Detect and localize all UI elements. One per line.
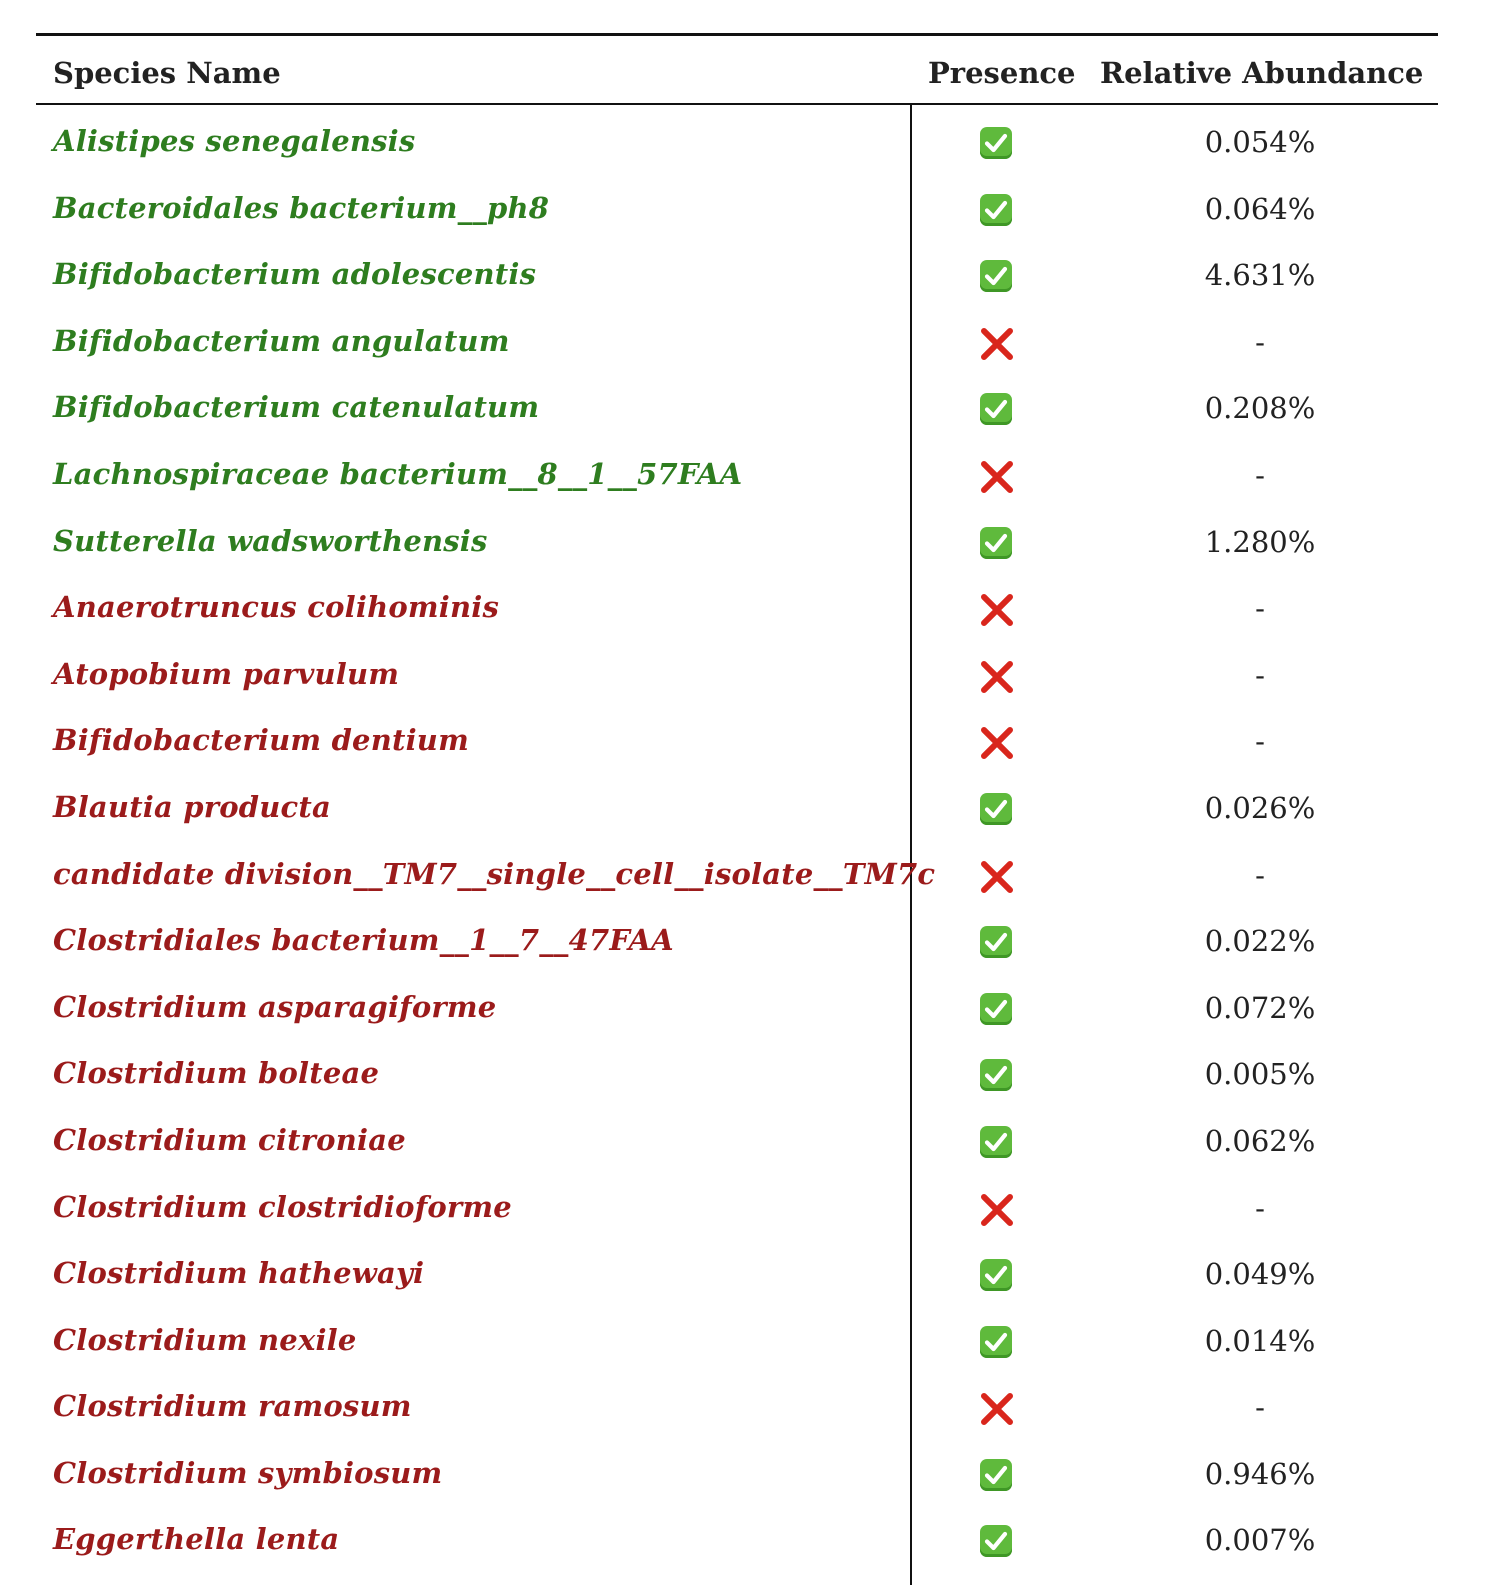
species-name: Bifidobacterium angulatum xyxy=(53,323,510,358)
species-name: Bacteroidales bacterium__ph8 xyxy=(53,190,550,225)
relative-abundance-value: - xyxy=(1255,657,1265,692)
species-name: Bifidobacterium adolescentis xyxy=(53,257,537,292)
table-row: Clostridium citroniae 0.062% xyxy=(36,1104,1438,1171)
relative-abundance-value: 1.280% xyxy=(1204,524,1316,559)
cross-mark-icon xyxy=(980,593,1014,627)
species-name: candidate division__TM7__single__cell__i… xyxy=(53,856,936,891)
species-table: Species Name Presence Relative Abundance… xyxy=(36,33,1438,1585)
cross-mark-icon xyxy=(980,327,1014,361)
species-name: Blautia producta xyxy=(53,789,332,824)
species-name: Clostridium ramosum xyxy=(53,1389,412,1424)
table-row: Eggerthella lenta 0.007% xyxy=(36,1503,1438,1570)
species-name: Clostridium symbiosum xyxy=(53,1455,443,1490)
species-name: Clostridium clostridioforme xyxy=(53,1189,512,1224)
cross-mark-icon xyxy=(980,660,1014,694)
table-top-rule xyxy=(36,33,1438,36)
table-row: Alistipes senegalensis 0.054% xyxy=(36,105,1438,172)
relative-abundance-value: 0.062% xyxy=(1204,1123,1316,1158)
header-relative-abundance: Relative Abundance xyxy=(1100,56,1424,90)
check-mark-icon xyxy=(980,926,1014,960)
relative-abundance-value: 0.005% xyxy=(1204,1057,1316,1092)
table-row: Bacteroidales bacterium__ph8 0.064% xyxy=(36,172,1438,239)
table-row: Sutterella wadsworthensis 1.280% xyxy=(36,505,1438,572)
relative-abundance-value: - xyxy=(1255,324,1265,359)
check-mark-icon xyxy=(980,792,1014,827)
relative-abundance-value: 0.007% xyxy=(1204,1523,1316,1558)
species-name: Bifidobacterium dentium xyxy=(53,723,469,758)
species-name: Clostridiales bacterium__1__7__47FAA xyxy=(53,923,674,958)
relative-abundance-value: 0.026% xyxy=(1204,790,1316,825)
species-name: Atopobium parvulum xyxy=(53,656,400,691)
species-name: Lachnospiraceae bacterium__8__1__57FAA xyxy=(53,456,743,491)
relative-abundance-value: 0.022% xyxy=(1204,924,1316,959)
check-mark-icon xyxy=(980,393,1014,427)
species-name: Eggerthella lenta xyxy=(53,1522,340,1557)
table-row: Atopobium parvulum - xyxy=(36,638,1438,705)
table-row: Bifidobacterium adolescentis 4.631% xyxy=(36,238,1438,305)
table-row: Blautia producta 0.026% xyxy=(36,771,1438,838)
table-row: Clostridium ramosum - xyxy=(36,1370,1438,1437)
table-row: Bifidobacterium catenulatum 0.208% xyxy=(36,371,1438,438)
table-row: Clostridium symbiosum 0.946% xyxy=(36,1437,1438,1504)
relative-abundance-value: 0.946% xyxy=(1204,1456,1316,1491)
header-species-name: Species Name xyxy=(53,56,281,90)
species-name: Clostridium asparagiforme xyxy=(53,989,497,1024)
cross-mark-icon xyxy=(980,1392,1014,1426)
table-row: Clostridiales bacterium__1__7__47FAA 0.02… xyxy=(36,904,1438,971)
species-name: Alistipes senegalensis xyxy=(53,124,416,158)
table-row: Bifidobacterium angulatum - xyxy=(36,305,1438,372)
relative-abundance-value: - xyxy=(1255,1190,1265,1225)
table-row: Lachnospiraceae bacterium__8__1__57FAA - xyxy=(36,438,1438,505)
check-mark-icon xyxy=(980,1325,1014,1360)
cross-mark-icon xyxy=(980,726,1014,760)
relative-abundance-value: - xyxy=(1255,457,1265,492)
relative-abundance-value: 0.208% xyxy=(1204,391,1316,426)
check-mark-icon xyxy=(980,1059,1014,1093)
cross-mark-icon xyxy=(980,460,1014,494)
check-mark-icon xyxy=(980,127,1014,161)
species-name: Clostridium bolteae xyxy=(53,1056,380,1091)
table-row: Clostridium nexile 0.014% xyxy=(36,1304,1438,1371)
table-row: Clostridium asparagiforme 0.072% xyxy=(36,971,1438,1038)
cross-mark-icon xyxy=(980,1193,1014,1227)
check-mark-icon xyxy=(980,1259,1014,1293)
cross-mark-icon xyxy=(980,860,1014,894)
relative-abundance-value: 0.014% xyxy=(1204,1323,1316,1358)
table-header: Species Name Presence Relative Abundance xyxy=(36,36,1438,103)
check-mark-icon xyxy=(980,1125,1014,1160)
relative-abundance-value: - xyxy=(1255,1390,1265,1425)
table-header-rule xyxy=(36,103,1438,105)
relative-abundance-value: 4.631% xyxy=(1204,258,1316,293)
check-mark-icon xyxy=(980,260,1014,294)
species-name: Clostridium citroniae xyxy=(53,1122,406,1157)
relative-abundance-value: 0.054% xyxy=(1204,125,1316,159)
species-name: Clostridium hathewayi xyxy=(53,1256,425,1291)
table-row: Clostridium clostridioforme - xyxy=(36,1171,1438,1238)
relative-abundance-value: - xyxy=(1255,857,1265,892)
species-name: Anaerotruncus colihominis xyxy=(53,590,500,625)
relative-abundance-value: - xyxy=(1255,591,1265,626)
species-name: Bifidobacterium catenulatum xyxy=(53,390,540,425)
species-name: Clostridium nexile xyxy=(53,1322,357,1357)
check-mark-icon xyxy=(980,193,1014,228)
table-row: Anaerotruncus colihominis - xyxy=(36,571,1438,638)
check-mark-icon xyxy=(980,526,1014,561)
relative-abundance-value: 0.049% xyxy=(1204,1257,1316,1292)
table-row: Clostridium hathewayi 0.049% xyxy=(36,1237,1438,1304)
check-mark-icon xyxy=(980,1458,1014,1493)
species-name: Sutterella wadsworthensis xyxy=(53,523,488,558)
relative-abundance-value: 0.072% xyxy=(1204,990,1316,1025)
table-row: Bifidobacterium dentium - xyxy=(36,704,1438,771)
check-mark-icon xyxy=(980,1525,1014,1559)
table-row: Clostridium bolteae 0.005% xyxy=(36,1037,1438,1104)
check-mark-icon xyxy=(980,992,1014,1027)
table-body: Alistipes senegalensis 0.054% Bacteroidale… xyxy=(36,105,1438,1585)
relative-abundance-value: 0.064% xyxy=(1204,191,1316,226)
table-row: candidate division__TM7__single__cell__i… xyxy=(36,838,1438,905)
header-presence: Presence xyxy=(928,56,1076,90)
column-divider xyxy=(910,105,912,1585)
relative-abundance-value: - xyxy=(1255,724,1265,759)
